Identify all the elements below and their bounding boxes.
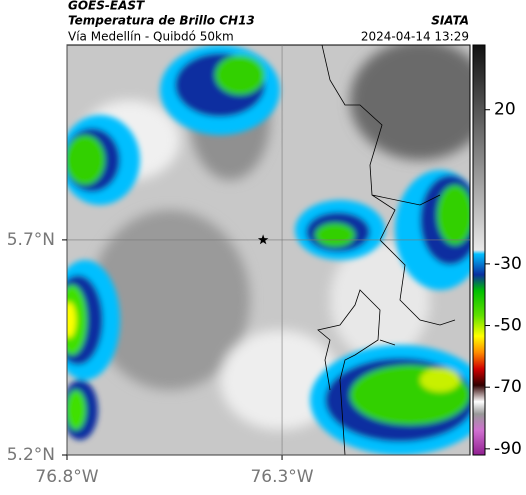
- lon-tick-label: 76.8°W: [35, 467, 98, 487]
- colorbar-tick-label: -70: [494, 377, 522, 397]
- product: Temperatura de Brillo CH13: [68, 14, 255, 28]
- colorbar-tick-label: -90: [494, 439, 522, 459]
- timestamp: 2024-04-14 13:29: [361, 30, 469, 44]
- satellite-image: [67, 45, 470, 455]
- lon-tick-label: 76.3°W: [250, 467, 313, 487]
- lat-tick-label: 5.7°N: [7, 230, 55, 250]
- colorbar: [472, 44, 486, 456]
- provider: SIATA: [431, 14, 469, 28]
- colorbar-tick-label: -50: [494, 316, 522, 336]
- location-marker: [257, 234, 269, 245]
- colorbar-tick-label: 20: [494, 100, 516, 120]
- source: GOES-EAST: [68, 0, 145, 13]
- lat-tick-label: 5.2°N: [7, 445, 55, 465]
- colorbar-tick-label: -30: [494, 254, 522, 274]
- route: Vía Medellín - Quibdó 50km: [68, 30, 234, 44]
